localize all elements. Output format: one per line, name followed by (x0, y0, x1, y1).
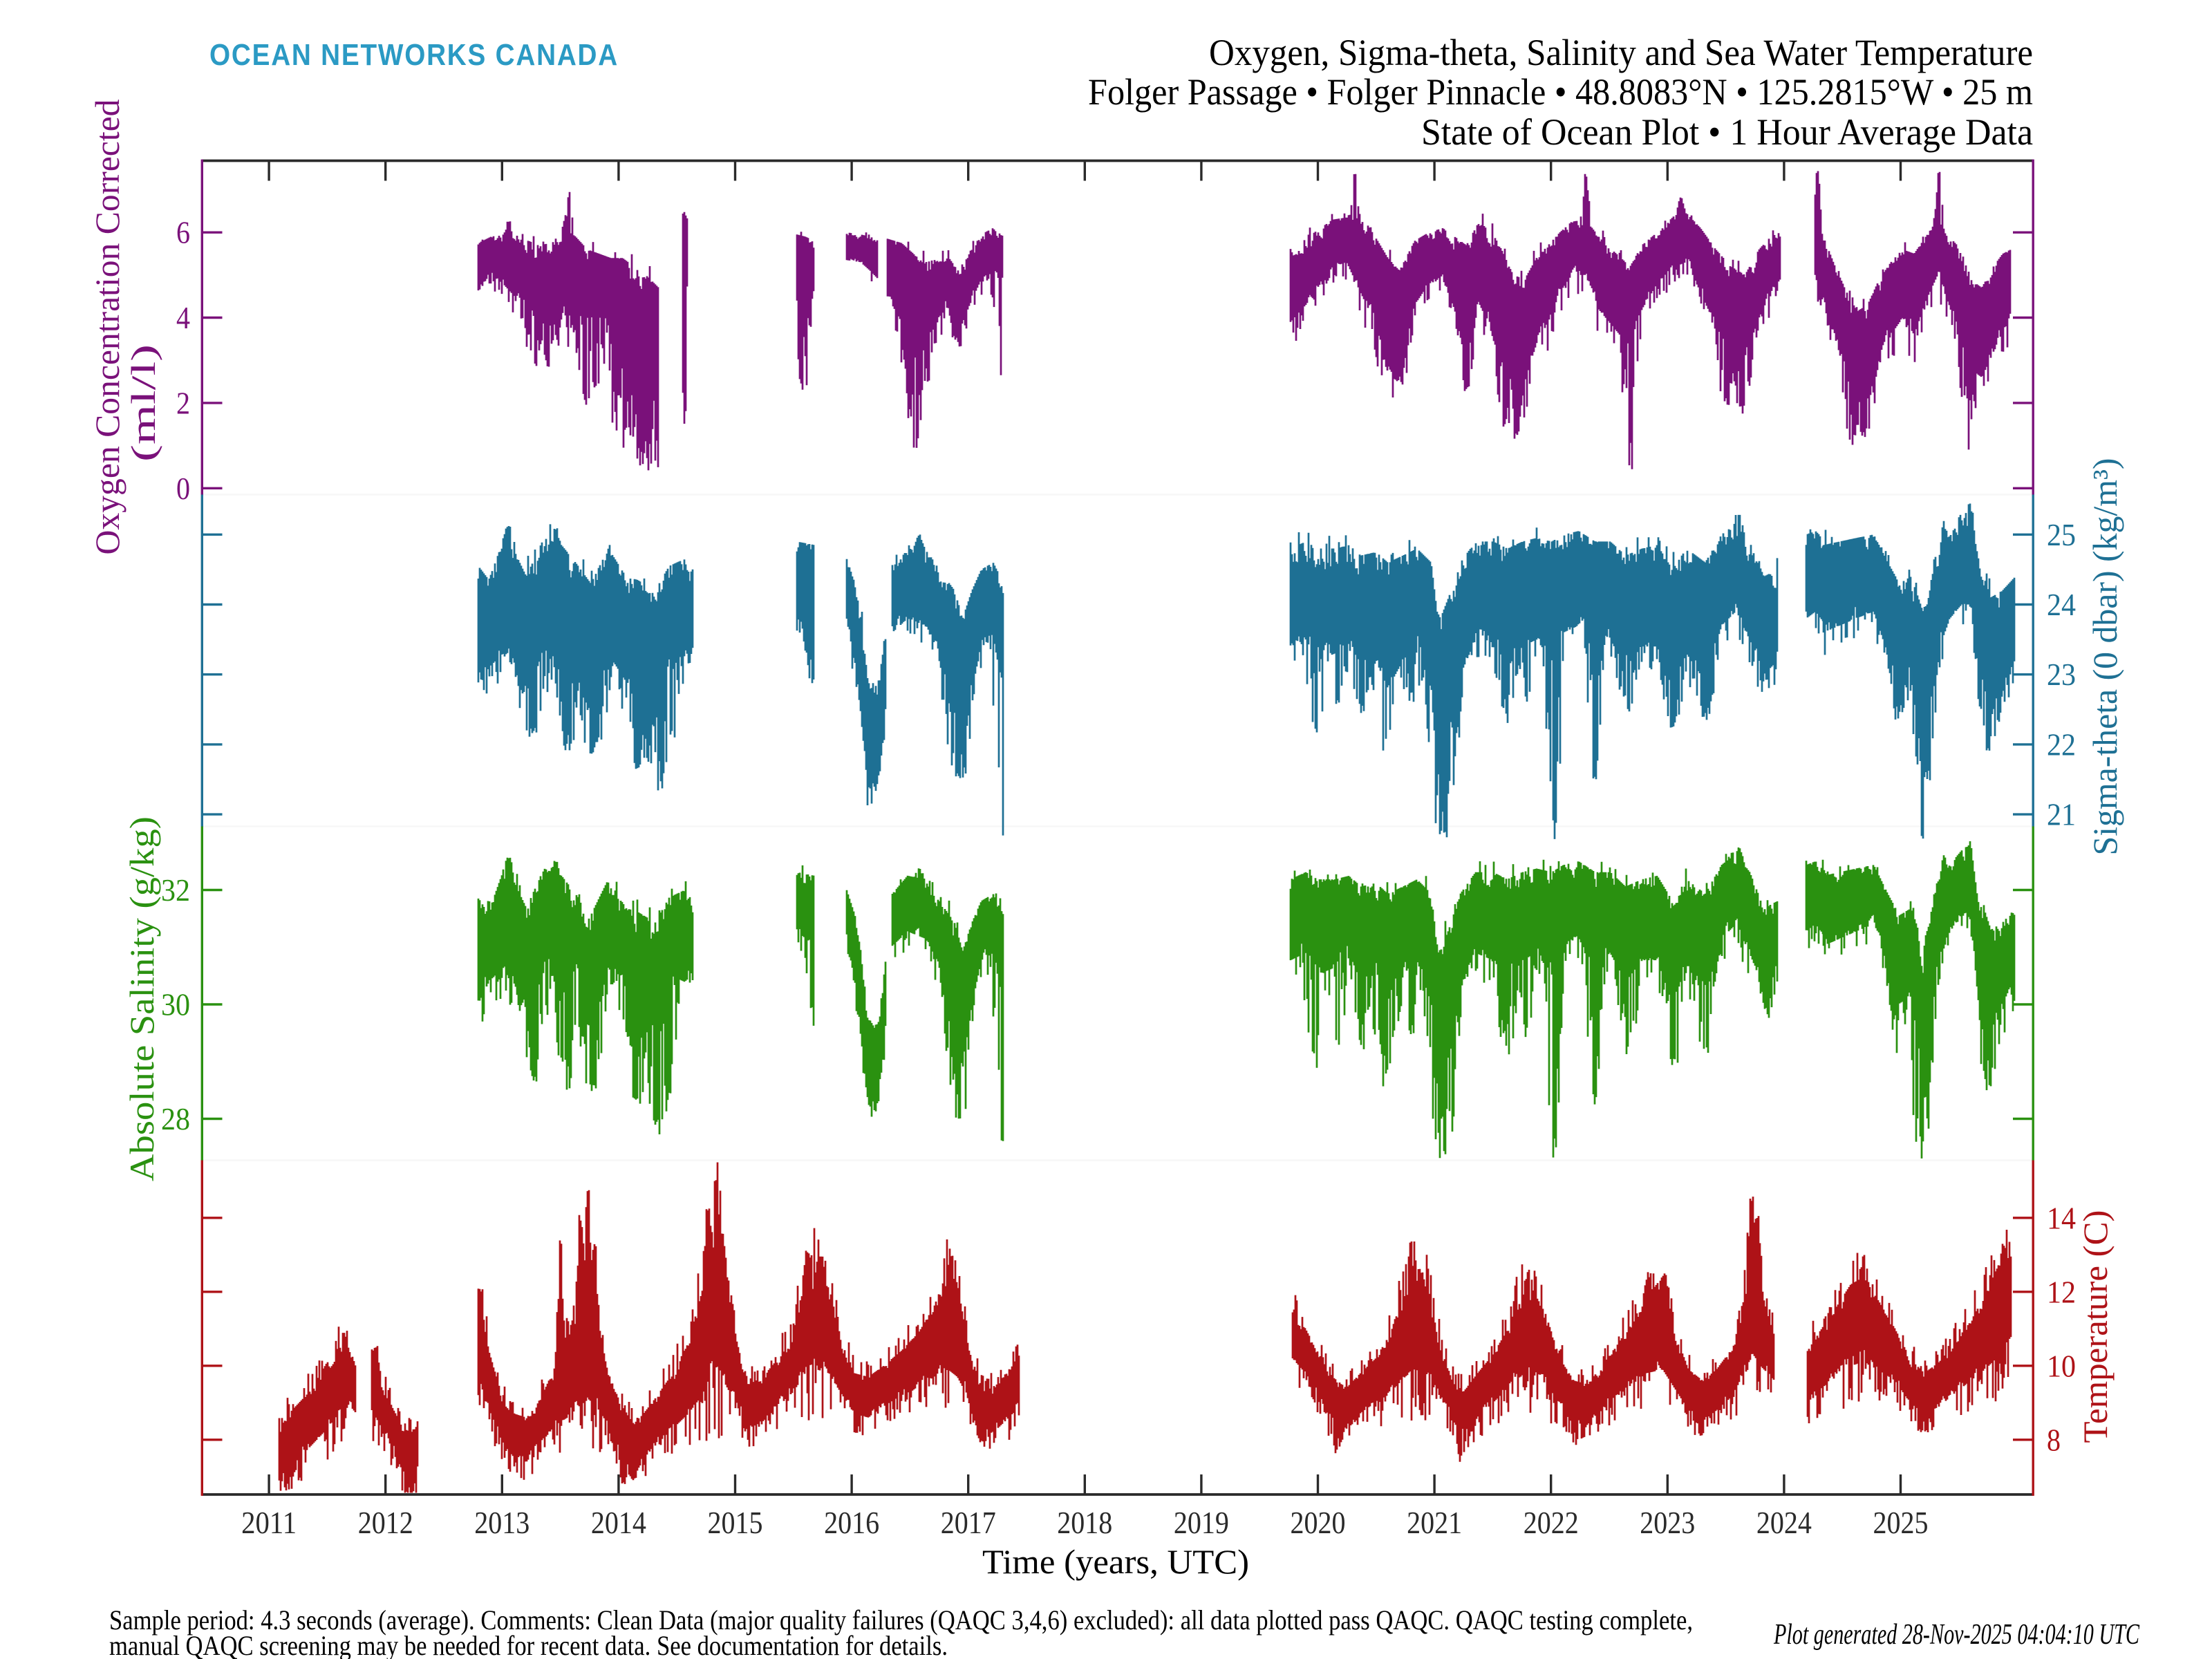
svg-text:Oxygen Concentration Corrected: Oxygen Concentration Corrected (88, 99, 126, 554)
svg-text:Absolute Salinity (g/kg): Absolute Salinity (g/kg) (122, 816, 161, 1181)
svg-text:24: 24 (2047, 587, 2076, 622)
svg-text:Folger Passage • Folger Pinnac: Folger Passage • Folger Pinnacle • 48.80… (1088, 71, 2033, 113)
svg-text:14: 14 (2047, 1200, 2076, 1235)
svg-text:10: 10 (2047, 1348, 2076, 1383)
svg-text:2020: 2020 (1291, 1505, 1346, 1540)
svg-text:28: 28 (161, 1101, 190, 1136)
svg-text:2023: 2023 (1640, 1505, 1695, 1540)
svg-text:2017: 2017 (941, 1505, 996, 1540)
svg-text:2: 2 (176, 385, 190, 420)
svg-text:23: 23 (2047, 657, 2076, 692)
svg-text:2013: 2013 (474, 1505, 529, 1540)
svg-text:Time (years, UTC): Time (years, UTC) (982, 1542, 1249, 1581)
svg-text:30: 30 (161, 987, 190, 1022)
svg-text:2012: 2012 (358, 1505, 413, 1540)
svg-text:25: 25 (2047, 517, 2076, 552)
svg-text:Sigma-theta (0 dbar) (kg/m³): Sigma-theta (0 dbar) (kg/m³) (2086, 458, 2124, 856)
svg-text:2021: 2021 (1407, 1505, 1462, 1540)
svg-text:2025: 2025 (1873, 1505, 1929, 1540)
svg-text:OCEAN NETWORKS CANADA: OCEAN NETWORKS CANADA (209, 38, 619, 72)
svg-text:manual QAQC screening may be n: manual QAQC screening may be needed for … (109, 1630, 948, 1659)
svg-text:6: 6 (176, 215, 190, 250)
svg-text:2016: 2016 (824, 1505, 879, 1540)
svg-text:2022: 2022 (1524, 1505, 1579, 1540)
svg-text:8: 8 (2047, 1422, 2061, 1457)
svg-text:2015: 2015 (708, 1505, 763, 1540)
svg-text:Temperature (C): Temperature (C) (2076, 1210, 2115, 1443)
svg-text:2019: 2019 (1174, 1505, 1229, 1540)
svg-text:0: 0 (176, 471, 190, 506)
svg-text:Plot generated 28-Nov-2025 04:: Plot generated 28-Nov-2025 04:04:10 UTC (1773, 1619, 2139, 1651)
svg-text:Oxygen, Sigma-theta, Salinity: Oxygen, Sigma-theta, Salinity and Sea Wa… (1209, 32, 2033, 73)
svg-text:22: 22 (2047, 727, 2076, 762)
svg-text:21: 21 (2047, 797, 2076, 832)
svg-text:4: 4 (176, 300, 190, 335)
svg-text:Sample period: 4.3 seconds (av: Sample period: 4.3 seconds (average). Co… (109, 1604, 1693, 1635)
svg-text:2024: 2024 (1756, 1505, 1812, 1540)
svg-text:2014: 2014 (591, 1505, 646, 1540)
svg-text:(ml/l): (ml/l) (124, 344, 162, 462)
svg-text:2011: 2011 (241, 1505, 297, 1540)
svg-text:32: 32 (161, 872, 190, 908)
svg-text:12: 12 (2047, 1274, 2076, 1309)
svg-text:2018: 2018 (1057, 1505, 1112, 1540)
svg-text:State of Ocean Plot • 1 Hour A: State of Ocean Plot • 1 Hour Average Dat… (1421, 111, 2033, 153)
